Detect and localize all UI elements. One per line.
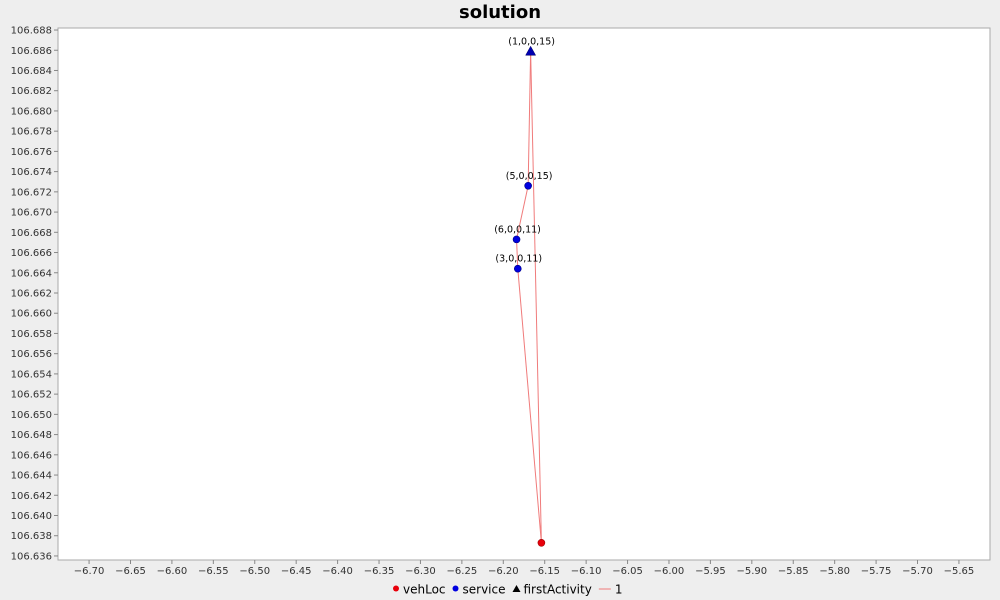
y-tick-label: 106.668: [11, 228, 52, 239]
y-tick-label: 106.642: [11, 491, 52, 502]
route-lines: [516, 51, 542, 543]
y-tick-label: 106.684: [11, 66, 52, 77]
route-segment: [517, 268, 542, 543]
y-tick-label: 106.674: [11, 167, 52, 178]
x-tick-label: −5.65: [944, 566, 975, 577]
y-tick-label: 106.656: [11, 349, 52, 360]
y-tick-label: 106.654: [11, 369, 52, 380]
x-tick-label: −6.65: [115, 566, 146, 577]
legend-label: firstActivity: [524, 583, 592, 597]
service-point: [512, 235, 521, 244]
legend-label: vehLoc: [403, 583, 446, 597]
x-tick-label: −5.75: [861, 566, 892, 577]
x-tick-label: −6.25: [447, 566, 478, 577]
x-tick-label: −6.70: [74, 566, 105, 577]
point-label: (5,0,0,15): [506, 171, 553, 182]
legend-label: service: [463, 583, 506, 597]
y-tick-label: 106.646: [11, 450, 52, 461]
chart-title: solution: [459, 2, 541, 23]
y-tick-label: 106.666: [11, 248, 52, 259]
x-axis: −6.70 −6.65 −6.60 −6.55 −6.50 −6.45 −6.40 −6.35…: [74, 560, 975, 577]
x-tick-label: −6.45: [281, 566, 312, 577]
x-tick-label: −6.20: [488, 566, 519, 577]
y-tick-label: 106.650: [11, 410, 52, 421]
point-label: (3,0,0,11): [495, 254, 542, 265]
y-tick-label: 106.644: [11, 471, 52, 482]
vehLoc-point: [537, 539, 546, 547]
legend: vehLoc service firstActivity 1: [393, 583, 622, 597]
point-labels: (5,0,0,15) (6,0,0,11) (3,0,0,11) (1,0,0,15): [494, 36, 555, 264]
y-tick-label: 106.688: [11, 26, 52, 37]
data-points: [512, 45, 546, 547]
y-tick-label: 106.672: [11, 187, 52, 198]
route-segment: [530, 51, 542, 543]
y-axis: 106.636 106.638 106.640 106.642 106.644 106.6…: [11, 26, 58, 562]
x-tick-label: −6.50: [239, 566, 270, 577]
route-segment: [516, 239, 519, 269]
y-tick-label: 106.636: [11, 551, 52, 562]
legend-label: 1: [615, 583, 623, 597]
y-tick-label: 106.660: [11, 309, 52, 320]
y-tick-label: 106.658: [11, 329, 52, 340]
route-segment: [516, 185, 529, 240]
x-tick-label: −6.35: [364, 566, 395, 577]
y-tick-label: 106.670: [11, 208, 52, 219]
x-tick-label: −6.55: [198, 566, 229, 577]
x-tick-label: −5.95: [695, 566, 726, 577]
y-tick-label: 106.682: [11, 86, 52, 97]
plot-area: [57, 27, 991, 561]
service-point: [513, 264, 522, 273]
service-point: [524, 181, 532, 190]
legend-circle-symbol: [393, 585, 399, 592]
legend-triangle-symbol: [512, 585, 521, 592]
x-tick-label: −6.40: [322, 566, 353, 577]
x-tick-label: −6.05: [612, 566, 643, 577]
legend-circle-symbol: [452, 585, 459, 592]
y-tick-label: 106.640: [11, 511, 52, 522]
firstActivity-point: [525, 45, 537, 56]
y-tick-label: 106.678: [11, 127, 52, 138]
y-tick-label: 106.676: [11, 147, 52, 158]
y-tick-label: 106.652: [11, 390, 52, 401]
y-tick-label: 106.664: [11, 268, 52, 279]
x-tick-label: −5.70: [902, 566, 933, 577]
x-tick-label: −6.00: [654, 566, 685, 577]
x-tick-label: −6.10: [571, 566, 602, 577]
x-tick-label: −5.80: [819, 566, 850, 577]
point-label: (1,0,0,15): [508, 36, 555, 47]
x-tick-label: −6.15: [529, 566, 560, 577]
y-tick-label: 106.686: [11, 46, 52, 57]
y-tick-label: 106.638: [11, 531, 52, 542]
x-tick-label: −5.85: [778, 566, 809, 577]
y-tick-label: 106.680: [11, 106, 52, 117]
point-label: (6,0,0,11): [494, 224, 541, 235]
route-segment: [527, 51, 532, 186]
y-tick-label: 106.648: [11, 430, 52, 441]
y-tick-label: 106.662: [11, 288, 52, 299]
x-tick-label: −6.30: [405, 566, 436, 577]
x-tick-label: −5.90: [736, 566, 767, 577]
x-tick-label: −6.60: [157, 566, 188, 577]
